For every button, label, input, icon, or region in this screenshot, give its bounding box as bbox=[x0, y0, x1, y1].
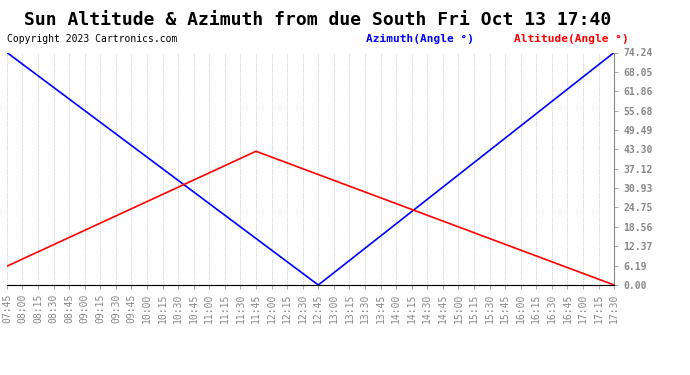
Text: Copyright 2023 Cartronics.com: Copyright 2023 Cartronics.com bbox=[7, 34, 177, 44]
Text: Altitude(Angle °): Altitude(Angle °) bbox=[514, 34, 629, 44]
Text: Sun Altitude & Azimuth from due South Fri Oct 13 17:40: Sun Altitude & Azimuth from due South Fr… bbox=[23, 11, 611, 29]
Text: Azimuth(Angle °): Azimuth(Angle °) bbox=[366, 34, 474, 44]
